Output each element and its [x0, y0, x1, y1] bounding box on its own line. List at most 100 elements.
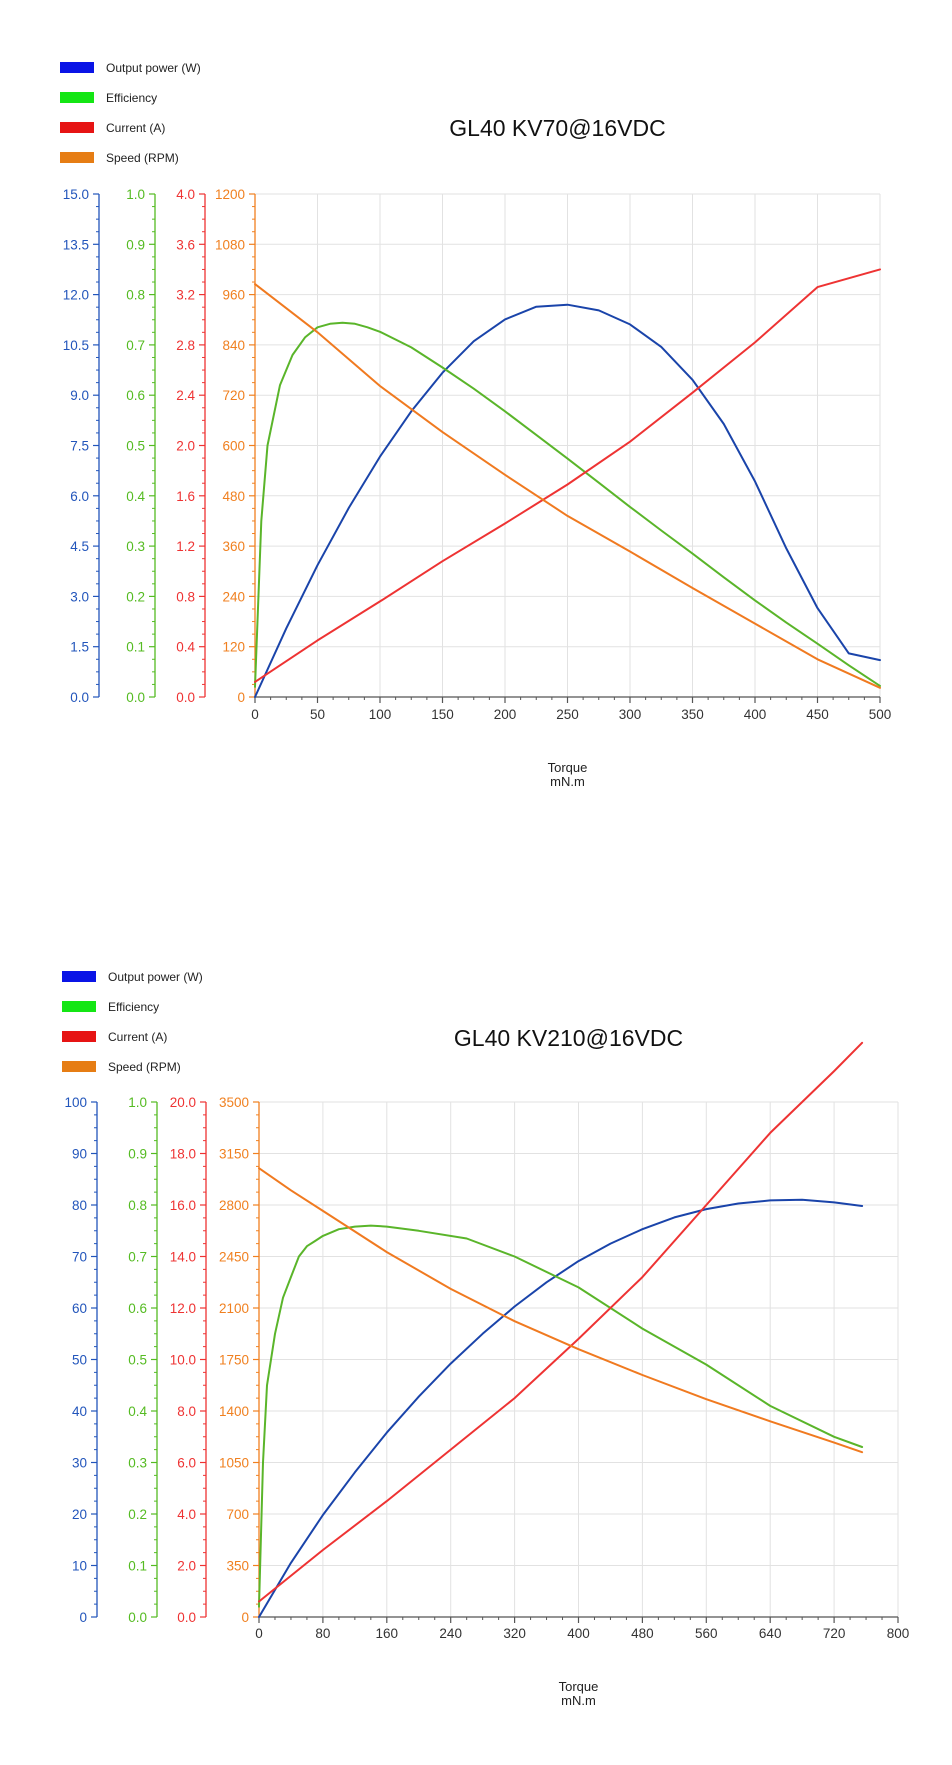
chart-1-x-axis-unit: mN.m	[550, 774, 585, 789]
chart-2-y-tick-label: 100	[64, 1095, 87, 1110]
chart-2-y-tick-label: 90	[72, 1147, 87, 1162]
chart-2-y-tick-label: 1750	[219, 1353, 249, 1368]
chart-2: Output power (W) Efficiency Current (A) Spe…	[0, 883, 952, 1765]
chart-2-y-tick-label: 60	[72, 1301, 87, 1316]
chart-2-y-tick-label: 16.0	[170, 1198, 196, 1213]
chart-1-legend-label-speed-rpm: Speed (RPM)	[106, 151, 179, 165]
chart-2-grid	[258, 1101, 899, 1618]
chart-1-y-tick-label: 2.0	[176, 439, 195, 454]
chart-2-y-tick-label: 0	[79, 1610, 87, 1625]
chart-2-y-tick-label: 50	[72, 1353, 87, 1368]
chart-1-y-tick-label: 10.5	[63, 338, 89, 353]
chart-1-y-tick-label: 0.2	[126, 589, 145, 604]
chart-2-y-tick-label: 18.0	[170, 1147, 196, 1162]
chart-1-y-tick-label: 3.6	[176, 237, 195, 252]
chart-2-legend-swatch-speed-rpm	[62, 1061, 96, 1072]
chart-1-y-tick-label: 2.4	[176, 388, 195, 403]
chart-1-y-tick-label: 1200	[215, 187, 245, 202]
chart-2-legend-label-output-power-w: Output power (W)	[108, 970, 203, 984]
chart-1-legend-swatch-current-a	[60, 122, 94, 133]
chart-1-y-tick-label: 0.6	[126, 388, 145, 403]
chart-2-x-tick-label: 560	[695, 1626, 718, 1641]
chart-1-y-tick-label: 7.5	[70, 439, 89, 454]
chart-1-y-tick-label: 4.0	[176, 187, 195, 202]
chart-1-y-tick-label: 3.0	[70, 589, 89, 604]
chart-2-x-axis: 0 80 160 240 320 400 480 560 640 720 800	[255, 1616, 910, 1641]
chart-1-y-tick-label: 0.8	[126, 288, 145, 303]
chart-2-y-tick-label: 0.9	[128, 1147, 147, 1162]
chart-1-y-tick-label: 0.0	[70, 690, 89, 705]
chart-1-y-tick-label: 1.5	[70, 640, 89, 655]
chart-1-y-tick-label: 15.0	[63, 187, 89, 202]
chart-1-y-tick-label: 840	[222, 338, 245, 353]
chart-2-y-tick-label: 0.0	[128, 1610, 147, 1625]
chart-1-y-tick-label: 12.0	[63, 288, 89, 303]
chart-1-legend-swatch-output-power-w	[60, 62, 94, 73]
chart-1-x-tick-label: 300	[619, 707, 642, 722]
chart-2-y-tick-label: 10	[72, 1559, 87, 1574]
chart-2-y-tick-label: 0.7	[128, 1250, 147, 1265]
chart-2-legend-swatch-current-a	[62, 1031, 96, 1042]
chart-2-y-tick-label: 70	[72, 1250, 87, 1265]
chart-1-series	[254, 268, 881, 698]
chart-2-y-tick-label: 0	[241, 1610, 249, 1625]
chart-1-y-tick-label: 9.0	[70, 388, 89, 403]
chart-2-y-tick-label: 700	[226, 1507, 249, 1522]
chart-2-x-tick-label: 800	[887, 1626, 910, 1641]
chart-2-y-axis-output-power-w: 0 10 20 30 40 50 60 70 80 90 100	[64, 1095, 98, 1625]
chart-2-y-tick-label: 12.0	[170, 1301, 196, 1316]
chart-1-y-tick-label: 0.1	[126, 640, 145, 655]
chart-1-y-tick-label: 3.2	[176, 288, 195, 303]
chart-2-y-tick-label: 30	[72, 1456, 87, 1471]
chart-2-x-tick-label: 80	[315, 1626, 330, 1641]
chart-1-y-tick-label: 6.0	[70, 489, 89, 504]
chart-2-y-axis-speed-rpm: 0 350 700 1050 1400 1750 2100 2450 2800 3150 3500	[219, 1095, 260, 1625]
chart-2-legend: Output power (W) Efficiency Current (A) Spe…	[62, 970, 203, 1074]
chart-1-y-tick-label: 0.4	[176, 640, 195, 655]
chart-2-x-axis-unit: mN.m	[561, 1693, 596, 1708]
chart-2-y-tick-label: 4.0	[177, 1507, 196, 1522]
chart-1-y-tick-label: 0.3	[126, 539, 145, 554]
chart-2-legend-swatch-efficiency	[62, 1001, 96, 1012]
chart-1-y-axis-speed-rpm: 0 120 240 360 480 600 720 840 960 1080 1200	[215, 187, 256, 705]
chart-1-y-tick-label: 720	[222, 388, 245, 403]
chart-2-legend-label-efficiency: Efficiency	[108, 1000, 159, 1014]
chart-1-series-line-speed-rpm	[254, 283, 881, 689]
chart-2-y-tick-label: 3150	[219, 1147, 249, 1162]
chart-2-y-tick-label: 0.1	[128, 1559, 147, 1574]
chart-2-y-tick-label: 2800	[219, 1198, 249, 1213]
chart-1-series-line-current-a	[254, 268, 881, 683]
chart-1-y-tick-label: 1.0	[126, 187, 145, 202]
chart-1-y-tick-label: 0.8	[176, 589, 195, 604]
chart-1: Output power (W) Efficiency Current (A) Spe…	[0, 0, 952, 882]
chart-2-y-tick-label: 0.5	[128, 1353, 147, 1368]
chart-2-series	[258, 1041, 864, 1618]
chart-1-title: GL40 KV70@16VDC	[449, 115, 665, 141]
chart-1-y-tick-label: 0.0	[126, 690, 145, 705]
chart-2-x-axis-label: Torque	[559, 1679, 599, 1694]
chart-2-title: GL40 KV210@16VDC	[454, 1025, 683, 1051]
chart-1-x-tick-label: 150	[431, 707, 454, 722]
chart-2-series-line-output-power-w	[258, 1198, 864, 1618]
chart-1-x-axis: 0 50 100 150 200 250 300 350 400 450 500	[251, 696, 891, 722]
chart-1-legend: Output power (W) Efficiency Current (A) Spe…	[60, 61, 201, 165]
chart-1-y-tick-label: 960	[222, 288, 245, 303]
chart-2-y-tick-label: 2100	[219, 1301, 249, 1316]
chart-1-y-tick-label: 1.6	[176, 489, 195, 504]
chart-1-y-tick-label: 240	[222, 589, 245, 604]
chart-1-legend-swatch-speed-rpm	[60, 152, 94, 163]
chart-2-y-tick-label: 2450	[219, 1250, 249, 1265]
chart-2-y-axis-current-a: 0.0 2.0 4.0 6.0 8.0 10.0 12.0 14.0 16.0 18.0 20.0	[170, 1095, 207, 1625]
chart-2-y-tick-label: 6.0	[177, 1456, 196, 1471]
chart-1-x-axis-label: Torque	[548, 760, 588, 775]
chart-2-series-line-speed-rpm	[258, 1167, 864, 1454]
chart-2-legend-label-current-a: Current (A)	[108, 1030, 167, 1044]
chart-2-y-tick-label: 0.6	[128, 1301, 147, 1316]
chart-2-x-tick-label: 640	[759, 1626, 782, 1641]
chart-1-y-tick-label: 360	[222, 539, 245, 554]
chart-2-y-tick-label: 8.0	[177, 1404, 196, 1419]
chart-1-x-tick-label: 0	[251, 707, 259, 722]
chart-1-y-tick-label: 0.5	[126, 439, 145, 454]
chart-2-y-tick-label: 0.4	[128, 1404, 147, 1419]
chart-2-y-tick-label: 3500	[219, 1095, 249, 1110]
